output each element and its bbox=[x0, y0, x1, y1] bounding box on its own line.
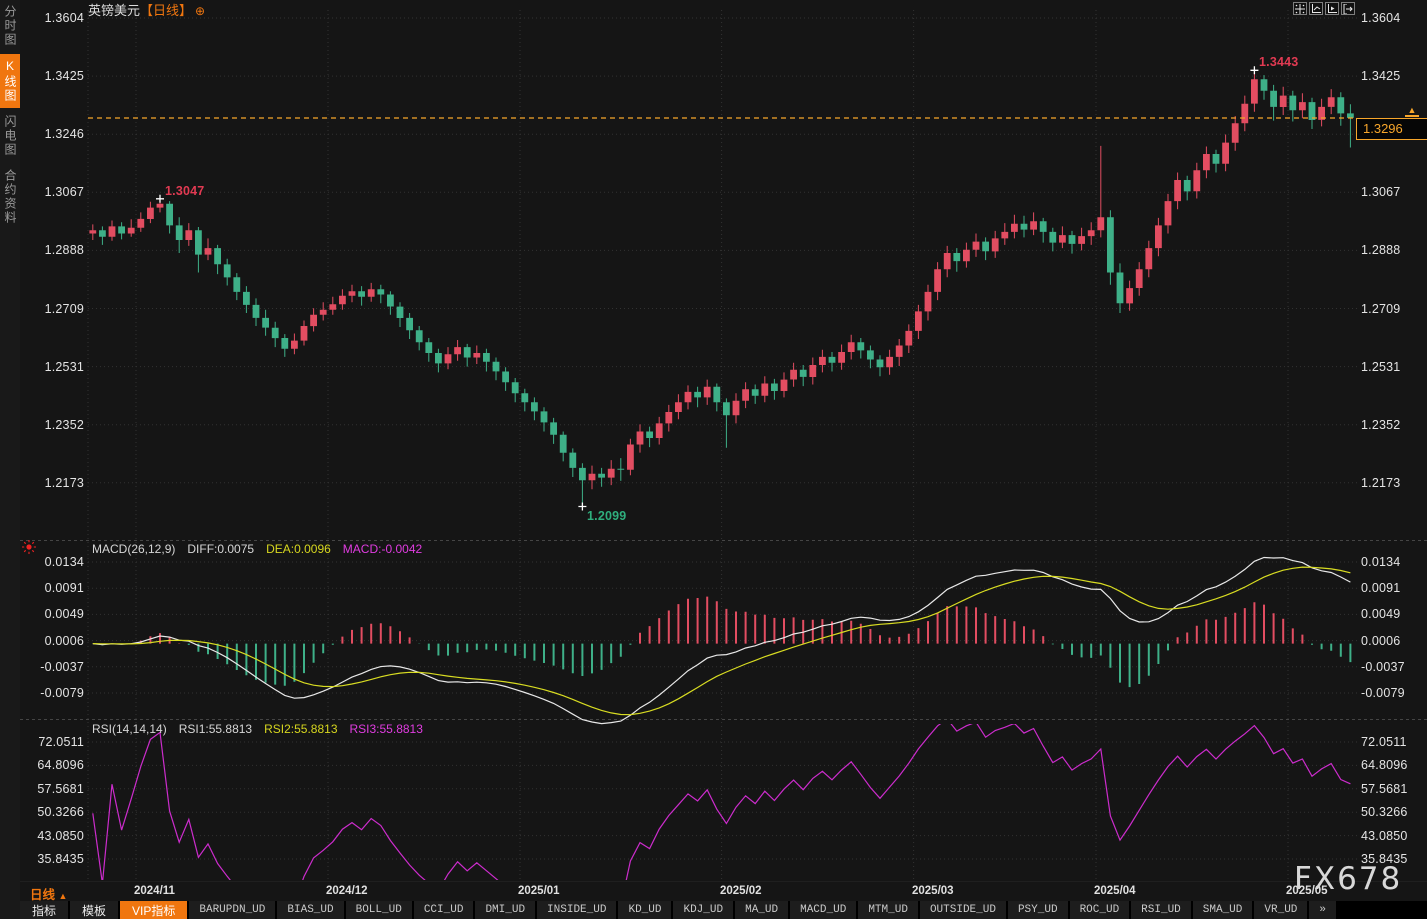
crosshair-tool-icon[interactable] bbox=[1293, 2, 1307, 15]
date-label: 2025/01 bbox=[518, 885, 560, 897]
date-label: 2025/02 bbox=[720, 885, 762, 897]
period-tag: 【日线】 bbox=[140, 3, 193, 18]
toolbar-button-macd_ud[interactable]: MACD_UD bbox=[790, 901, 857, 919]
toolbar-button-cci_ud[interactable]: CCI_UD bbox=[413, 901, 474, 919]
macd-dea-value: DEA:0.0096 bbox=[266, 542, 331, 556]
toolbar-button-barupdn_ud[interactable]: BARUPDN_UD bbox=[189, 901, 276, 919]
price-up-arrow-icon: ▲ bbox=[1405, 106, 1419, 117]
current-price-tag: 1.3296 bbox=[1356, 118, 1427, 140]
date-label: 2024/11 bbox=[134, 885, 175, 897]
expand-right-tool-icon[interactable] bbox=[1341, 2, 1355, 15]
chart-title-row: 英镑美元 【日线】 ⊕ bbox=[88, 3, 205, 19]
chart-tool-icons bbox=[1293, 2, 1355, 15]
rsi2-value: RSI2:55.8813 bbox=[264, 722, 338, 736]
toolbar-button-vr_ud[interactable]: VR_UD bbox=[1254, 901, 1308, 919]
macd-title: MACD(26,12,9) bbox=[92, 542, 176, 556]
date-label: 2025/04 bbox=[1094, 885, 1136, 897]
toolbar-button-vip指标[interactable]: VIP指标 bbox=[120, 901, 188, 919]
toolbar-button-kd_ud[interactable]: KD_UD bbox=[618, 901, 672, 919]
period-selector-arrow-icon: ▲ bbox=[58, 891, 68, 901]
period-selector[interactable]: 日线 ▲ bbox=[30, 884, 67, 903]
toolbar-button-指标[interactable]: 指标 bbox=[20, 901, 69, 919]
axis-scale-tool-icon[interactable] bbox=[1309, 2, 1323, 15]
toolbar-button-»[interactable]: » bbox=[1309, 901, 1337, 919]
toolbar-button-dmi_ud[interactable]: DMI_UD bbox=[475, 901, 536, 919]
macd-label-row: MACD(26,12,9) DIFF:0.0075 DEA:0.0096 MAC… bbox=[92, 542, 422, 556]
sidebar-tab-kline-chart[interactable]: K线图 bbox=[0, 54, 20, 108]
date-label: 2025/05 bbox=[1286, 885, 1328, 897]
toolbar-button-outside_ud[interactable]: OUTSIDE_UD bbox=[919, 901, 1006, 919]
toolbar-button-rsi_ud[interactable]: RSI_UD bbox=[1131, 901, 1191, 919]
toolbar-button-inside_ud[interactable]: INSIDE_UD bbox=[537, 901, 617, 919]
toolbar-button-mtm_ud[interactable]: MTM_UD bbox=[858, 901, 918, 919]
toolbar-button-roc_ud[interactable]: ROC_UD bbox=[1069, 901, 1130, 919]
alert-flash-icon[interactable] bbox=[21, 539, 37, 560]
watermark: FX678 bbox=[1294, 861, 1403, 897]
toolbar-button-sma_ud[interactable]: SMA_UD bbox=[1192, 901, 1253, 919]
date-label: 2025/03 bbox=[912, 885, 954, 897]
sidebar-tab-lightning-chart[interactable]: 闪电图 bbox=[3, 115, 17, 157]
add-circle-icon[interactable]: ⊕ bbox=[195, 4, 206, 18]
date-axis-row: 日线 ▲ 2024/11 2024/12 2025/01 2025/02 2025/03… bbox=[20, 881, 1427, 902]
toolbar-button-boll_ud[interactable]: BOLL_UD bbox=[345, 901, 412, 919]
symbol-title: 英镑美元 bbox=[88, 3, 141, 18]
period-selector-label: 日线 bbox=[30, 888, 56, 902]
sidebar: 分时图 K线图 闪电图 合约资料 bbox=[0, 0, 20, 919]
toolbar-button-psy_ud[interactable]: PSY_UD bbox=[1007, 901, 1068, 919]
rsi-label-row: RSI(14,14,14) RSI1:55.8813 RSI2:55.8813 … bbox=[92, 722, 423, 736]
toolbar-button-ma_ud[interactable]: MA_UD bbox=[735, 901, 789, 919]
toolbar-button-kdj_ud[interactable]: KDJ_UD bbox=[673, 901, 734, 919]
toolbar-button-bias_ud[interactable]: BIAS_UD bbox=[277, 901, 344, 919]
sidebar-tab-contract-info[interactable]: 合约资料 bbox=[3, 169, 17, 225]
axis-play-tool-icon[interactable] bbox=[1325, 2, 1339, 15]
macd-diff-value: DIFF:0.0075 bbox=[187, 542, 255, 556]
macd-bar-value: MACD:-0.0042 bbox=[342, 542, 423, 556]
date-label: 2024/12 bbox=[326, 885, 368, 897]
toolbar-button-模板[interactable]: 模板 bbox=[70, 901, 119, 919]
rsi1-value: RSI1:55.8813 bbox=[178, 722, 253, 736]
rsi-title: RSI(14,14,14) bbox=[92, 722, 167, 736]
indicator-toolbar: 指标 模板 VIP指标 BARUPDN_UD BIAS_UD BOLL_UD CCI_UD D… bbox=[20, 901, 1427, 919]
sidebar-tab-time-chart[interactable]: 分时图 bbox=[3, 5, 17, 47]
rsi3-value: RSI3:55.8813 bbox=[349, 722, 423, 736]
